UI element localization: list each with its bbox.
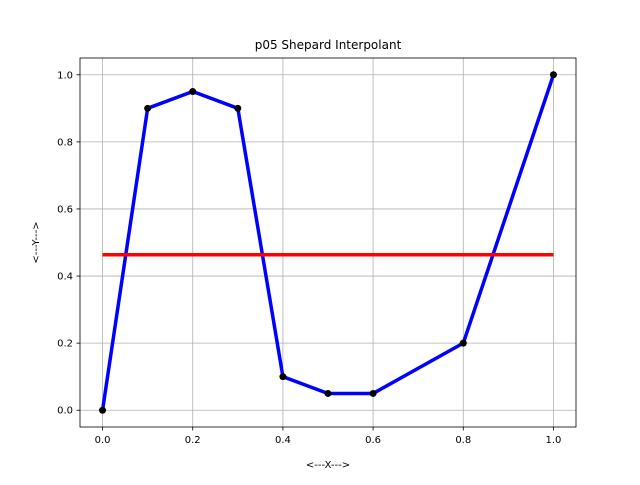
y-tick-label: 0.6 [57, 204, 73, 215]
x-tick-label: 0.8 [455, 435, 471, 446]
data-point-marker [324, 389, 332, 397]
data-point-marker [144, 104, 152, 112]
data-point-marker [549, 71, 557, 79]
data-point-marker [369, 389, 377, 397]
y-axis-label: <---Y---> [31, 221, 42, 263]
data-point-marker [234, 104, 242, 112]
chart-title: p05 Shepard Interpolant [255, 38, 402, 52]
x-tick-label: 0.4 [275, 435, 291, 446]
x-axis-label: <---X---> [306, 460, 350, 471]
tick-layer: 0.0 0.2 0.4 0.6 0.8 1.0 0.0 0.2 0.4 0.6 0.8 1.0 [57, 70, 561, 446]
axes-frame [79, 57, 577, 428]
y-tick-label: 0.8 [57, 137, 73, 148]
data-point-marker [99, 406, 107, 414]
grid-lines [80, 58, 576, 427]
data-point-marker [459, 339, 467, 347]
data-point-marker [189, 88, 197, 96]
y-tick-label: 0.2 [57, 339, 73, 350]
series-layer [99, 71, 557, 414]
x-tick-label: 0.0 [95, 435, 111, 446]
x-tick-label: 0.6 [365, 435, 381, 446]
y-tick-label: 1.0 [57, 70, 73, 81]
y-tick-label: 0.4 [57, 272, 73, 283]
x-tick-label: 1.0 [546, 435, 562, 446]
x-tick-label: 0.2 [185, 435, 201, 446]
data-point-marker [279, 373, 287, 381]
y-tick-label: 0.0 [57, 406, 73, 417]
